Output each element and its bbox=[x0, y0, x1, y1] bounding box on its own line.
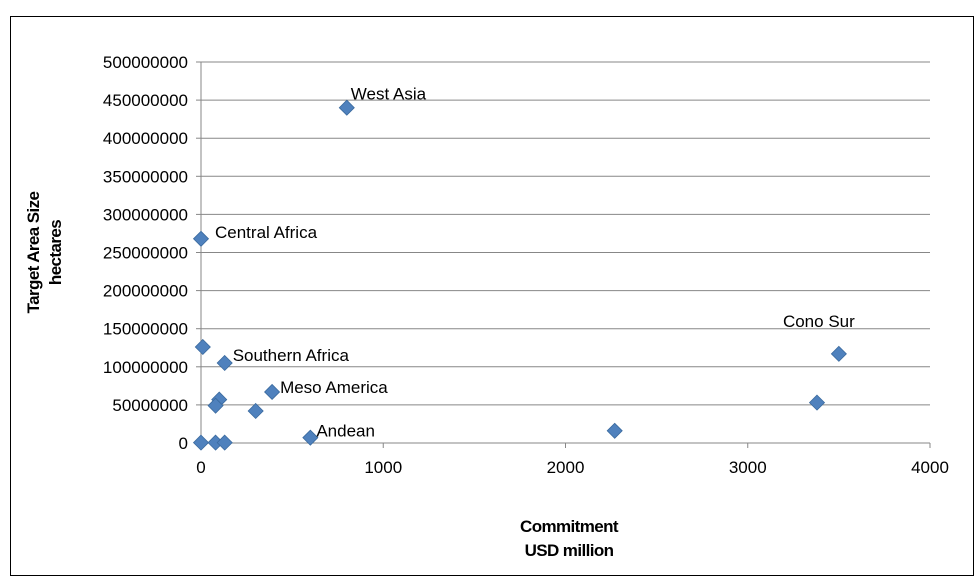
point-label: Southern Africa bbox=[233, 346, 350, 365]
axes bbox=[196, 61, 931, 448]
x-tick-label: 1000 bbox=[364, 458, 402, 477]
data-point bbox=[192, 230, 210, 247]
point-label: Central Africa bbox=[215, 223, 318, 242]
x-tick-labels: 0 1000 2000 3000 4000 bbox=[196, 458, 949, 477]
data-point bbox=[338, 99, 355, 116]
y-tick-label: 0 bbox=[179, 434, 188, 453]
y-tick-label: 100000000 bbox=[103, 358, 188, 377]
point-label: Meso America bbox=[280, 378, 388, 397]
data-point bbox=[830, 345, 847, 362]
data-point bbox=[194, 338, 211, 356]
y-tick-labels: 0 50000000 100000000 150000000 200000000 2500… bbox=[103, 53, 188, 453]
y-axis-title-line: Target Area Size bbox=[24, 191, 43, 313]
data-point bbox=[207, 397, 224, 414]
x-tick-label: 3000 bbox=[729, 458, 767, 477]
x-tick-label: 0 bbox=[196, 458, 205, 477]
data-point bbox=[264, 383, 281, 401]
x-axis-title-line: USD million bbox=[525, 541, 614, 560]
data-point bbox=[606, 422, 623, 439]
y-tick-label: 150000000 bbox=[103, 320, 188, 339]
y-tick-label: 450000000 bbox=[103, 91, 188, 110]
point-label: Cono Sur bbox=[783, 312, 855, 331]
data-point bbox=[247, 402, 264, 420]
x-axis-title: Commitment USD million bbox=[520, 517, 619, 560]
chart-frame: 0 50000000 100000000 150000000 200000000 2500… bbox=[10, 16, 974, 576]
y-tick-label: 50000000 bbox=[112, 396, 188, 415]
y-axis-title: Target Area Size hectares bbox=[24, 191, 65, 313]
y-tick-label: 200000000 bbox=[103, 282, 188, 301]
y-tick-label: 500000000 bbox=[103, 53, 188, 72]
gridlines bbox=[201, 61, 930, 406]
y-axis-title-line: hectares bbox=[46, 220, 65, 285]
scatter-chart: 0 50000000 100000000 150000000 200000000 2500… bbox=[24, 53, 949, 560]
data-point bbox=[216, 354, 233, 372]
y-tick-label: 300000000 bbox=[103, 205, 188, 224]
point-label: Andean bbox=[316, 422, 375, 441]
y-tick-label: 400000000 bbox=[103, 129, 188, 148]
y-tick-label: 250000000 bbox=[103, 244, 188, 263]
x-tick-label: 4000 bbox=[911, 458, 949, 477]
data-point bbox=[302, 429, 319, 446]
data-point bbox=[192, 434, 210, 451]
data-point bbox=[216, 434, 233, 451]
point-label: West Asia bbox=[351, 85, 427, 104]
point-labels: West Asia Central Africa Cono Sur Southern … bbox=[215, 85, 855, 441]
data-point bbox=[808, 394, 826, 411]
y-tick-label: 350000000 bbox=[103, 167, 188, 186]
data-points bbox=[192, 99, 847, 451]
x-axis-title-line: Commitment bbox=[520, 517, 619, 536]
x-tick-label: 2000 bbox=[547, 458, 585, 477]
